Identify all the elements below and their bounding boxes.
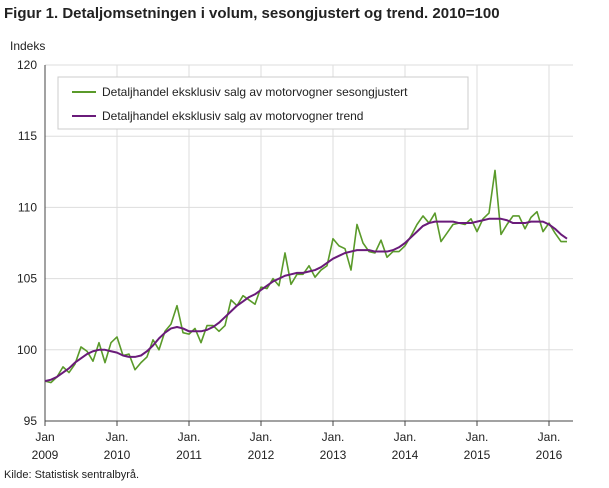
x-tick-label: Jan. (106, 430, 129, 444)
x-tick-year-label: 2014 (392, 448, 419, 462)
x-tick-year-label: 2016 (536, 448, 563, 462)
y-tick-label: 105 (17, 272, 37, 286)
x-tick-year-label: 2015 (464, 448, 491, 462)
y-axis-label: Indeks (10, 39, 45, 53)
legend-label: Detaljhandel eksklusiv salg av motorvogn… (102, 85, 408, 99)
legend: Detaljhandel eksklusiv salg av motorvogn… (57, 76, 469, 130)
x-axis: Jan 2009 Jan. 2010 Jan. 2011 Jan. 2012 Jan. 2013 J… (32, 420, 573, 462)
y-tick-label: 120 (17, 58, 37, 72)
y-tick-label: 110 (18, 200, 37, 214)
y-axis: Indeks 95 100 105 110 115 120 (10, 39, 46, 428)
x-tick-year-label: 2012 (248, 448, 275, 462)
series-lines (44, 169, 568, 384)
y-tick-label: 115 (18, 129, 37, 143)
x-tick-label: Jan (35, 430, 54, 444)
x-tick-label: Jan. (178, 430, 201, 444)
x-tick-year-label: 2009 (32, 448, 59, 462)
x-tick-label: Jan. (466, 430, 489, 444)
chart-title: Figur 1. Detaljomsetningen i volum, seso… (4, 5, 500, 22)
y-tick-label: 95 (24, 414, 38, 428)
source-note: Kilde: Statistisk sentralbyrå. (4, 469, 140, 481)
x-tick-year-label: 2010 (104, 448, 131, 462)
x-tick-label: Jan. (322, 430, 345, 444)
x-tick-label: Jan. (250, 430, 273, 444)
legend-box (57, 76, 469, 130)
x-tick-year-label: 2011 (176, 448, 202, 462)
series-line-trend (44, 217, 568, 383)
y-tick-label: 100 (17, 343, 37, 357)
legend-label: Detaljhandel eksklusiv salg av motorvogn… (102, 109, 363, 123)
x-tick-label: Jan. (538, 430, 561, 444)
x-tick-year-label: 2013 (320, 448, 347, 462)
series-line-seasonal (44, 169, 567, 384)
x-tick-label: Jan. (394, 430, 417, 444)
